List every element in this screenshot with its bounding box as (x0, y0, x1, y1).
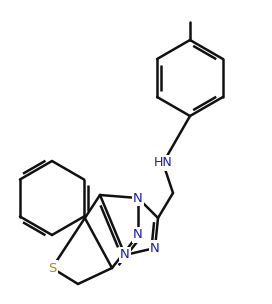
Text: N: N (150, 241, 160, 254)
Text: HN: HN (154, 157, 172, 170)
Text: S: S (48, 261, 56, 275)
Text: N: N (133, 229, 143, 241)
Text: N: N (120, 248, 130, 261)
Text: N: N (133, 192, 143, 205)
